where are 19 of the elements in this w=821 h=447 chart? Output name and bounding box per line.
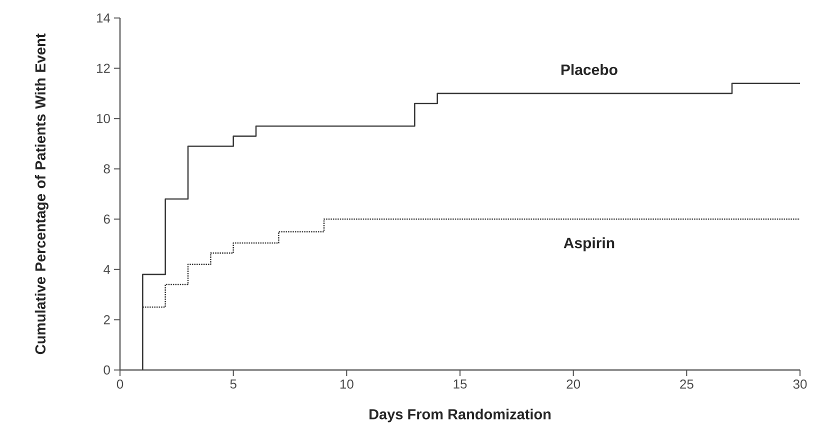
- y-tick-label: 12: [96, 64, 110, 73]
- x-tick-label: 5: [230, 380, 236, 389]
- y-axis-title: Cumulative Percentage of Patients With Event: [34, 34, 48, 354]
- y-tick-label: 14: [96, 14, 110, 22]
- x-tick-label: 25: [680, 380, 694, 389]
- x-tick-label: 0: [116, 380, 124, 389]
- x-axis-title: Days From Randomization: [370, 408, 551, 422]
- series-label: Placebo: [561, 64, 618, 76]
- series-label: Aspirin: [564, 237, 614, 252]
- y-tick-label: 10: [96, 114, 110, 124]
- y-tick-label: 0: [104, 365, 110, 375]
- x-tick-label: 10: [340, 380, 354, 389]
- x-tick-label: 30: [793, 380, 807, 389]
- x-tick-label: 15: [454, 380, 467, 389]
- y-tick-label: 8: [104, 164, 110, 174]
- x-tick-label: 20: [566, 380, 580, 389]
- y-tick-label: 4: [104, 264, 110, 274]
- y-tick-label: 6: [104, 214, 110, 224]
- y-tick-label: 2: [104, 315, 110, 324]
